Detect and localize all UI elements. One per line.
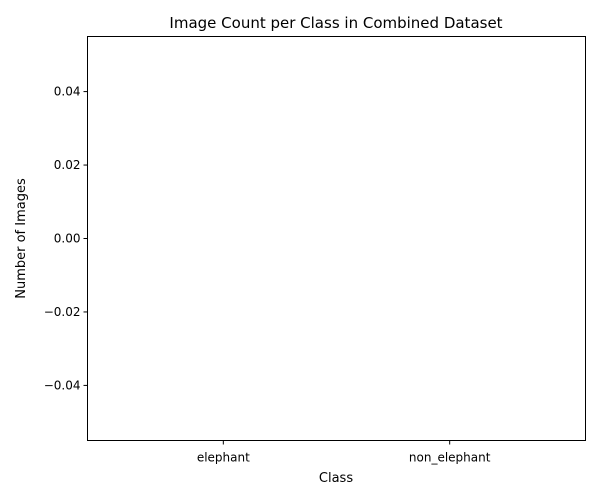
y-tick-label: −0.02 [44, 305, 81, 319]
y-tick-label: 0.00 [54, 232, 81, 246]
y-axis-label: Number of Images [14, 178, 29, 299]
x-axis-ticks: elephant non_elephant [197, 440, 491, 465]
y-tick-label: 0.02 [54, 158, 81, 172]
y-axis-ticks: 0.04 0.02 0.00 −0.02 −0.04 [44, 85, 88, 392]
x-tick-label: non_elephant [409, 451, 491, 465]
y-tick-label: 0.04 [54, 85, 81, 99]
x-tick-label: elephant [197, 451, 250, 465]
chart-title: Image Count per Class in Combined Datase… [169, 14, 502, 32]
y-tick-label: −0.04 [44, 378, 81, 392]
x-axis-label: Class [319, 471, 353, 486]
plot-frame [87, 36, 586, 441]
